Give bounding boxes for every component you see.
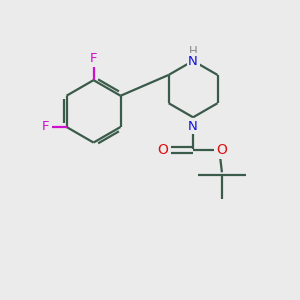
Text: O: O <box>217 143 227 157</box>
Text: O: O <box>157 143 168 157</box>
Text: N: N <box>188 120 198 133</box>
Text: N: N <box>188 55 198 68</box>
Text: H: H <box>189 45 197 58</box>
Text: F: F <box>41 121 49 134</box>
Text: F: F <box>90 52 97 65</box>
